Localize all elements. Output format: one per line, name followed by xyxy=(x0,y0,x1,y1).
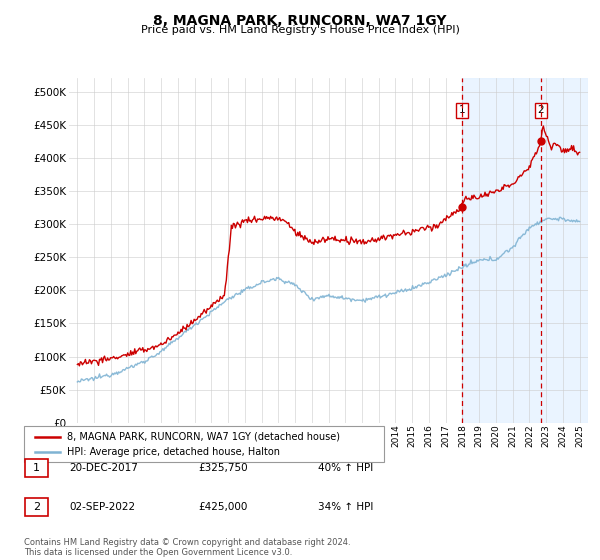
Text: 02-SEP-2022: 02-SEP-2022 xyxy=(69,502,135,512)
Text: Contains HM Land Registry data © Crown copyright and database right 2024.
This d: Contains HM Land Registry data © Crown c… xyxy=(24,538,350,557)
Text: £425,000: £425,000 xyxy=(198,502,247,512)
Text: 1: 1 xyxy=(458,105,465,115)
FancyBboxPatch shape xyxy=(24,426,384,462)
Text: 20-DEC-2017: 20-DEC-2017 xyxy=(69,463,138,473)
Text: £325,750: £325,750 xyxy=(198,463,248,473)
FancyBboxPatch shape xyxy=(25,459,48,477)
Text: 1: 1 xyxy=(33,463,40,473)
Text: 2: 2 xyxy=(33,502,40,512)
Text: Price paid vs. HM Land Registry's House Price Index (HPI): Price paid vs. HM Land Registry's House … xyxy=(140,25,460,35)
Bar xyxy=(462,78,588,423)
Text: 8, MAGNA PARK, RUNCORN, WA7 1GY: 8, MAGNA PARK, RUNCORN, WA7 1GY xyxy=(153,14,447,28)
Text: 34% ↑ HPI: 34% ↑ HPI xyxy=(318,502,373,512)
Text: 2: 2 xyxy=(538,105,544,115)
Text: 40% ↑ HPI: 40% ↑ HPI xyxy=(318,463,373,473)
Text: HPI: Average price, detached house, Halton: HPI: Average price, detached house, Halt… xyxy=(67,447,280,457)
FancyBboxPatch shape xyxy=(25,498,48,516)
Text: 8, MAGNA PARK, RUNCORN, WA7 1GY (detached house): 8, MAGNA PARK, RUNCORN, WA7 1GY (detache… xyxy=(67,432,340,441)
